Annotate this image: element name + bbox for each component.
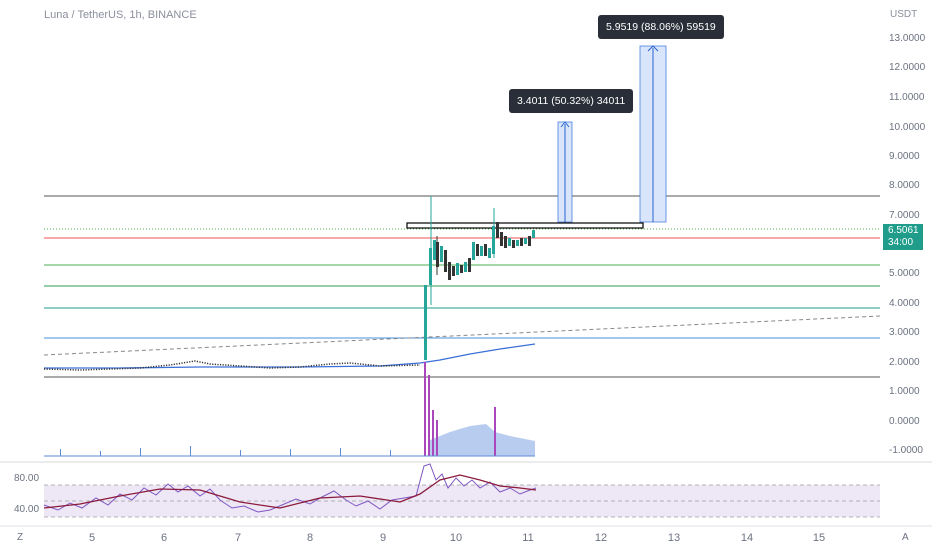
time-tick: 12 [594, 532, 608, 544]
price-tick: 9.0000 [889, 151, 920, 162]
time-tick: 13 [667, 532, 681, 544]
time-tick: 8 [306, 532, 314, 544]
time-tick: 9 [379, 532, 387, 544]
time-tick: 10 [449, 532, 463, 544]
price-tick: 5.0000 [889, 268, 920, 279]
current-price-label[interactable]: 6.5061 34:00 [883, 224, 923, 250]
rsi-tick: 80.00 [14, 473, 40, 484]
price-tick: 12.0000 [889, 62, 926, 73]
price-tick: -1.0000 [889, 445, 923, 456]
time-tick: 6 [160, 532, 168, 544]
measurement-label-1: 3.4011 (50.32%) 34011 [509, 89, 634, 113]
chart-title: Luna / TetherUS, 1h, BINANCE [44, 9, 197, 21]
bar-countdown: 34:00 [888, 237, 914, 248]
price-tick: 11.0000 [889, 92, 925, 103]
auto-scale-button[interactable]: A [902, 532, 909, 543]
price-tick: 10.0000 [889, 122, 926, 133]
zoom-reset-icon[interactable]: Z [17, 532, 24, 543]
volume-bars [44, 362, 535, 457]
price-tick: 1.0000 [889, 386, 920, 397]
time-tick: 14 [740, 532, 754, 544]
dashed-trendline[interactable] [43, 315, 881, 356]
currency-label: USDT [890, 9, 918, 20]
measurement-label-2: 5.9519 (88.06%) 59519 [598, 15, 724, 39]
current-price-value: 6.5061 [888, 225, 919, 236]
price-tick: 4.0000 [889, 298, 920, 309]
price-line-flat [43, 360, 421, 371]
price-tick: 0.0000 [889, 416, 920, 427]
moving-average-line [44, 343, 536, 369]
time-tick: 11 [522, 532, 534, 544]
candles-pump [424, 196, 535, 360]
rsi-ma-line [43, 474, 537, 509]
time-tick: 15 [812, 532, 826, 544]
price-tick: 7.0000 [889, 210, 920, 221]
measure-arrowhead-2 [647, 45, 659, 52]
time-tick: 5 [88, 532, 96, 544]
price-tick: 3.0000 [889, 327, 920, 338]
resistance-box[interactable] [406, 222, 644, 229]
price-tick: 8.0000 [889, 180, 920, 191]
measure-arrowhead-1 [560, 121, 570, 128]
price-tick: 2.0000 [889, 357, 920, 368]
time-tick: 7 [234, 532, 242, 544]
price-tick: 13.0000 [889, 33, 926, 44]
rsi-tick: 40.00 [14, 504, 40, 515]
